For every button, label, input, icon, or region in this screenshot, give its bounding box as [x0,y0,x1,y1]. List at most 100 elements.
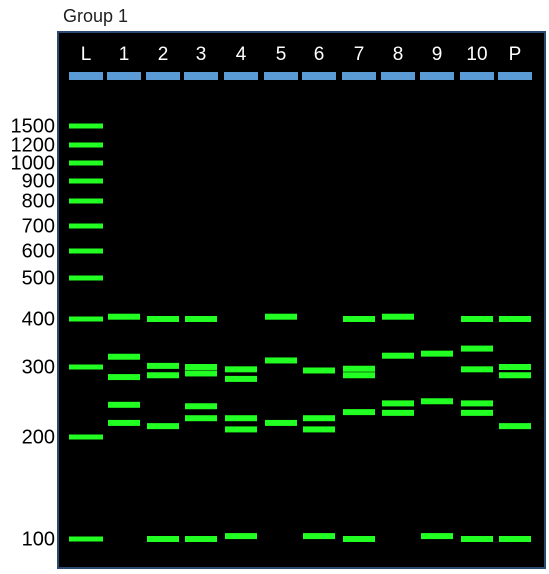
ladder-band [69,198,103,204]
lane-label: 8 [393,44,404,65]
band [382,409,414,416]
band [499,536,531,542]
band [147,362,179,369]
ladder-label: 1200 [11,134,56,156]
ladder-band [69,364,103,370]
band [303,415,335,422]
band [461,400,493,407]
band [185,364,217,370]
band [499,364,531,370]
well [420,72,454,80]
band [461,409,493,416]
band [343,365,375,372]
band [147,372,179,379]
ladder-label: 600 [22,240,55,262]
band [108,353,140,360]
gel [57,31,546,569]
lane-label: P [509,44,522,65]
lane-label: 10 [466,44,487,65]
band [461,345,493,352]
lane-label: 6 [314,44,325,65]
band [421,350,453,357]
band [382,400,414,407]
ladder-band [69,178,103,184]
band [185,403,217,410]
band [461,366,493,373]
ladder-label: 400 [22,308,55,330]
well [498,72,532,80]
band [225,375,257,382]
well [381,72,415,80]
ladder-band [69,160,103,166]
well [184,72,218,80]
band [499,423,531,430]
band [147,536,179,542]
band [499,316,531,322]
band [265,419,297,426]
band [225,426,257,433]
ladder-label: 300 [22,356,55,378]
band [382,352,414,359]
ladder-band [69,142,103,148]
band [461,536,493,542]
band [265,313,297,320]
band [461,316,493,322]
lane-label: 9 [432,44,443,65]
ladder-label: 1500 [11,115,56,137]
well [107,72,141,80]
well [69,72,103,80]
band [225,533,257,540]
ladder-band [69,316,103,322]
lane-label: 2 [158,44,169,65]
ladder-label: 100 [22,528,55,550]
band [185,316,217,322]
ladder-label: 200 [22,426,55,448]
band [382,313,414,320]
band [343,409,375,416]
lane-label: L [81,44,92,65]
band [108,401,140,408]
band [303,367,335,374]
well [146,72,180,80]
well [460,72,494,80]
band [108,419,140,426]
well [224,72,258,80]
ladder-label: 800 [22,190,55,212]
ladder-band [69,248,103,254]
band [147,423,179,430]
band [421,533,453,540]
ladder-band [69,223,103,229]
ladder-label: 700 [22,215,55,237]
band [225,366,257,373]
title: Group 1 [63,6,128,26]
ladder-label: 1000 [11,152,56,174]
ladder-band [69,123,103,129]
band [421,398,453,405]
band [343,316,375,322]
ladder-label: 900 [22,170,55,192]
lane-label: 3 [196,44,207,65]
band [265,357,297,364]
lane-label: 4 [236,44,247,65]
band [108,374,140,381]
lane-label: 1 [119,44,130,65]
band [185,536,217,542]
band [303,533,335,540]
band [147,316,179,322]
band [185,370,217,377]
band [343,372,375,379]
band [343,536,375,542]
ladder-band [69,536,103,542]
lane-label: 5 [276,44,287,65]
band [303,426,335,433]
ladder-band [69,275,103,281]
well [264,72,298,80]
ladder-label: 500 [22,267,55,289]
band [108,313,140,320]
band [185,415,217,422]
band [225,415,257,422]
lane-label: 7 [354,44,365,65]
well [342,72,376,80]
band [499,372,531,379]
